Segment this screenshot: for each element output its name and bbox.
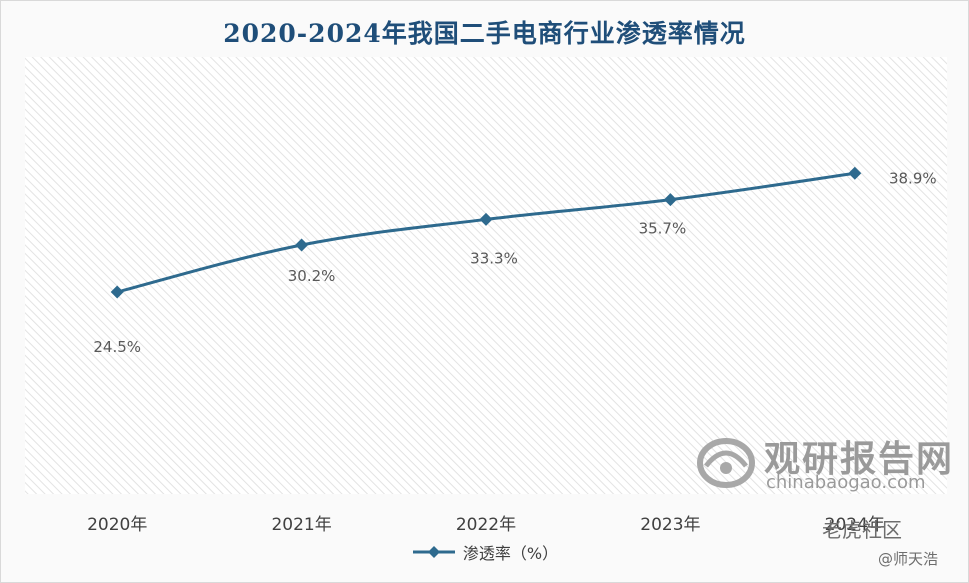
chart-title: 2020-2024年我国二手电商行业渗透率情况	[223, 19, 746, 48]
data-label: 30.2%	[288, 267, 336, 285]
x-tick-label: 2024年	[825, 515, 885, 535]
watermark-en: chinabaogao.com	[766, 472, 926, 493]
x-tick-label: 2023年	[640, 515, 700, 535]
data-point-marker	[663, 193, 677, 207]
data-label: 38.9%	[889, 169, 937, 187]
x-tick-label: 2021年	[271, 515, 331, 535]
legend-swatch	[412, 546, 455, 558]
data-label: 33.3%	[470, 249, 518, 267]
legend-label: 渗透率（%）	[462, 544, 559, 563]
credit-overlay: 老虎社区 @师天浩	[808, 512, 963, 572]
author-label: @师天浩	[878, 550, 939, 568]
data-label: 24.5%	[93, 338, 141, 356]
watermark-emblem-icon	[697, 438, 755, 488]
data-point-marker	[295, 238, 309, 252]
watermark-logo: 观研报告网 chinabaogao.com	[694, 428, 954, 498]
watermark-cn: 观研报告网	[764, 439, 955, 480]
x-tick-label: 2020年	[87, 515, 147, 535]
community-label: 老虎社区	[822, 518, 902, 542]
data-label: 35.7%	[639, 220, 687, 238]
data-point-marker	[848, 166, 862, 180]
data-point-marker	[479, 212, 493, 226]
data-point-marker	[110, 285, 124, 299]
legend: 渗透率（%）	[0, 540, 969, 564]
x-tick-label: 2022年	[456, 515, 516, 535]
